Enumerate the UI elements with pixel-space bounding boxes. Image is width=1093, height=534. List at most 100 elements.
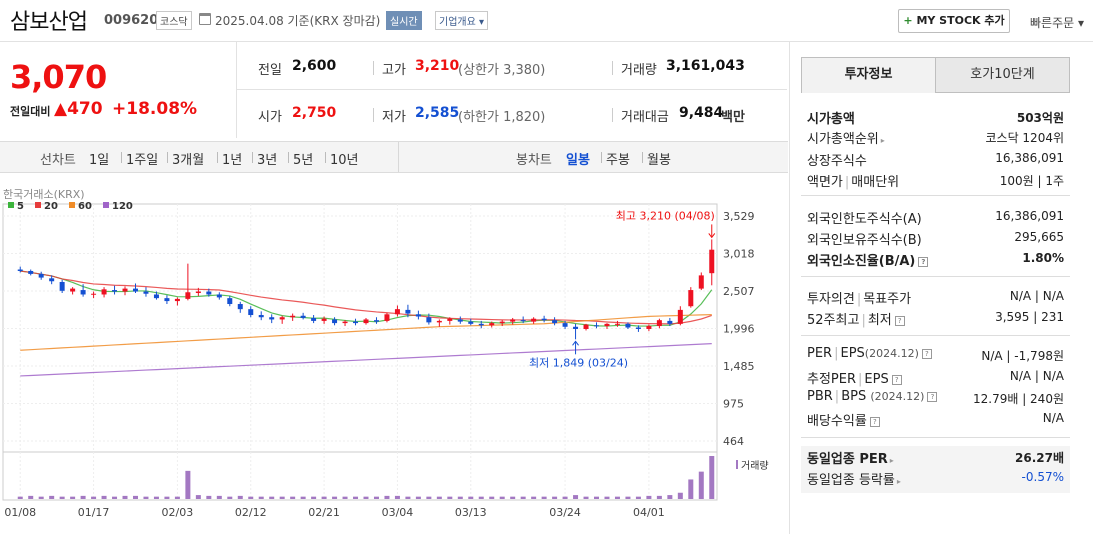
tab-hoga-10[interactable]: 호가10단계 bbox=[935, 57, 1070, 93]
stock-code: 009620 bbox=[104, 13, 159, 28]
volume-bar bbox=[290, 496, 296, 499]
high-value: 3,210 bbox=[415, 58, 460, 74]
info-icon[interactable]: ? bbox=[927, 392, 938, 402]
candle-body bbox=[269, 317, 275, 320]
candle-body bbox=[709, 249, 715, 274]
period-5[interactable]: 5년 bbox=[293, 153, 314, 168]
tab-investment-info[interactable]: 투자정보 bbox=[801, 57, 936, 93]
add-mystock-button[interactable]: + MY STOCK 추가 bbox=[898, 9, 1010, 33]
volume-bar bbox=[321, 496, 327, 499]
pbr-year: (2024.12) bbox=[870, 390, 925, 403]
stock-header bbox=[0, 0, 1093, 42]
volume-bar bbox=[373, 496, 379, 499]
candle-body bbox=[635, 327, 641, 329]
volume-bar bbox=[153, 496, 159, 499]
calendar-icon bbox=[199, 13, 211, 25]
volume-bar bbox=[80, 495, 86, 499]
volume-bar bbox=[122, 495, 128, 499]
info-icon[interactable]: ? bbox=[869, 417, 880, 427]
candle-body bbox=[70, 288, 76, 292]
sector-per-value: 26.27배 bbox=[1015, 451, 1064, 465]
candle-body bbox=[677, 309, 683, 324]
legend-label-120: 120 bbox=[112, 201, 133, 212]
volume-bar bbox=[227, 496, 233, 499]
foreign-ratio-value: 1.80% bbox=[1022, 251, 1064, 265]
legend-swatch-5 bbox=[8, 202, 14, 208]
period-2[interactable]: 3개월 bbox=[172, 153, 205, 168]
candle-body bbox=[311, 317, 317, 321]
candle-body bbox=[625, 323, 631, 328]
info-icon[interactable]: ? bbox=[921, 349, 932, 359]
eps-label: EPS bbox=[840, 346, 865, 361]
company-info-dropdown[interactable]: 기업개요 ▾ bbox=[435, 11, 488, 30]
volume-bar bbox=[426, 496, 432, 499]
candle-body bbox=[49, 278, 55, 282]
realtime-button[interactable]: 실시간 bbox=[386, 11, 422, 30]
amount-label: 거래대금 bbox=[621, 110, 669, 125]
candle-body bbox=[101, 289, 107, 295]
candle-period-2[interactable]: 월봉 bbox=[647, 153, 671, 168]
candle-body bbox=[541, 318, 547, 321]
period-1[interactable]: 1주일 bbox=[126, 153, 159, 168]
volume-bar bbox=[405, 496, 411, 499]
candle-period-0[interactable]: 일봉 bbox=[566, 153, 590, 168]
volume-value: 3,161,043 bbox=[666, 58, 745, 74]
low-annotation: 최저 1,849 (03/24) bbox=[529, 356, 628, 369]
x-tick-label: 02/21 bbox=[308, 506, 340, 519]
volume-bar bbox=[552, 496, 558, 499]
stock-chart[interactable]: 3,529 3,018 2,507 1,996 1,485 975 464 01/08 01/1… bbox=[0, 176, 788, 534]
x-tick-label: 02/12 bbox=[235, 506, 267, 519]
x-tick-label: 03/04 bbox=[382, 506, 414, 519]
market-cap-rank-link[interactable]: 시가총액순위 ▸ bbox=[807, 128, 885, 147]
volume-bar bbox=[677, 492, 683, 499]
plus-icon: + bbox=[903, 14, 913, 27]
pbr-bps-label: PBR | BPS (2024.12)? bbox=[807, 389, 938, 404]
per-eps-label: PER | EPS(2024.12)? bbox=[807, 346, 932, 361]
candle-body bbox=[489, 323, 495, 326]
prev-close-label: 전일 bbox=[258, 63, 282, 78]
info-icon[interactable]: ? bbox=[891, 375, 902, 385]
period-3[interactable]: 1년 bbox=[222, 153, 243, 168]
period-0[interactable]: 1일 bbox=[89, 153, 110, 168]
candle-body bbox=[468, 321, 474, 324]
candle-body bbox=[174, 298, 180, 302]
info-icon[interactable]: ? bbox=[894, 316, 905, 326]
candle-body bbox=[258, 315, 264, 318]
period-separator bbox=[217, 152, 218, 163]
candle-body bbox=[667, 320, 673, 324]
volume-bar bbox=[531, 496, 537, 499]
volume-bar bbox=[28, 495, 34, 499]
ma120-line bbox=[20, 343, 712, 377]
candle-body bbox=[353, 321, 359, 324]
period-6[interactable]: 10년 bbox=[330, 153, 359, 168]
candle-body bbox=[195, 291, 201, 294]
legend-label-60: 60 bbox=[78, 201, 92, 212]
base-date: 2025.04.08 기준(KRX 장마감) bbox=[215, 14, 381, 28]
sector-per-link[interactable]: 동일업종 PER ▸ bbox=[807, 448, 894, 467]
candle-body bbox=[405, 309, 411, 314]
volume-bar bbox=[38, 496, 44, 499]
week52-value: 3,595 | 231 bbox=[995, 310, 1064, 324]
candle-body bbox=[122, 288, 128, 292]
period-4[interactable]: 3년 bbox=[257, 153, 278, 168]
sector-rate-link[interactable]: 동일업종 등락률 ▸ bbox=[807, 469, 901, 488]
candle-period-1[interactable]: 주봉 bbox=[606, 153, 630, 168]
info-icon[interactable]: ? bbox=[918, 257, 929, 267]
section-divider bbox=[801, 437, 1070, 438]
sector-box bbox=[801, 446, 1070, 493]
section-divider bbox=[801, 335, 1070, 336]
volume-bar bbox=[457, 496, 463, 499]
legend-label-5: 5 bbox=[17, 201, 24, 212]
quick-order-button[interactable]: 빠른주문 ▾ bbox=[1030, 16, 1084, 30]
candle-body bbox=[604, 323, 610, 327]
candle-body bbox=[562, 323, 568, 327]
period-separator bbox=[601, 152, 602, 163]
x-tick-label: 03/24 bbox=[549, 506, 581, 519]
open-label: 시가 bbox=[258, 110, 282, 125]
volume-bar bbox=[59, 496, 65, 499]
candle-body bbox=[646, 326, 652, 329]
volume-bar bbox=[614, 496, 620, 499]
volume-bar bbox=[394, 495, 400, 499]
volume-bar bbox=[49, 495, 55, 499]
volume-bar bbox=[269, 496, 275, 499]
